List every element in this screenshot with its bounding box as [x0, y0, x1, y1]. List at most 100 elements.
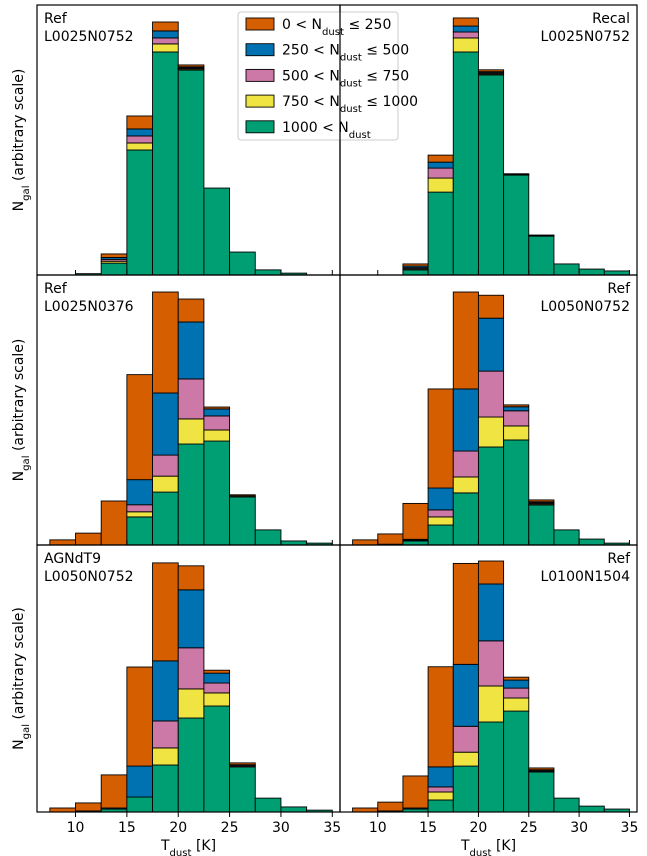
bar-segment — [152, 475, 179, 493]
bar-segment — [100, 253, 128, 258]
bar-segment — [100, 774, 128, 809]
bar-segment — [229, 766, 256, 813]
panel: 10 15 20 25 30 35 Ref L0100N1504 Tdust [K] — [339, 544, 639, 856]
bar-segment — [603, 270, 630, 276]
bar-segment — [126, 511, 154, 518]
bar-segment — [377, 533, 404, 545]
bar-segment — [427, 487, 454, 511]
bar-segment — [452, 725, 479, 753]
legend-label: 1000 < Ndust — [282, 120, 371, 141]
bar-segment — [503, 410, 530, 427]
panel-label: Ref — [607, 281, 631, 297]
bar-segment — [402, 540, 429, 546]
bar-segment — [477, 583, 505, 642]
bar-segment — [177, 589, 205, 649]
bar-segment — [553, 797, 580, 813]
bar-segment — [203, 705, 231, 813]
panel: 10 15 20 25 30 35 AGNdT9 L0050N0752 Ngal (arbitr… — [11, 544, 341, 856]
bar-segment — [126, 115, 154, 130]
legend-box — [237, 11, 399, 141]
bar-segment — [503, 697, 530, 712]
bar-segment — [503, 174, 530, 276]
bar-segment — [503, 687, 530, 699]
bar-segment — [126, 479, 154, 506]
bar-segment — [377, 801, 404, 812]
bar-segment — [352, 807, 379, 813]
bar-segment — [229, 496, 256, 546]
bar-segment — [427, 799, 454, 813]
bar-segment — [152, 392, 179, 456]
bar-segment — [452, 388, 479, 452]
bar-segment — [152, 764, 179, 813]
bar-segment — [152, 43, 179, 53]
panel-label: Recal — [592, 11, 630, 27]
bar-segment — [427, 509, 454, 518]
bar-segment — [75, 532, 102, 546]
bar-segment — [402, 775, 429, 809]
bar-segment — [578, 538, 605, 546]
bar-segment — [452, 663, 479, 727]
bar-segment — [49, 539, 76, 546]
legend-label: 500 < Ndust ≤ 750 — [282, 68, 409, 89]
bar-segment — [152, 37, 179, 45]
bar-segment — [477, 370, 505, 418]
bar-segment — [503, 425, 530, 441]
bar-segment — [177, 443, 205, 546]
bar-segment — [477, 317, 505, 372]
bar-segment — [452, 476, 479, 494]
bar-segment — [477, 685, 505, 723]
x-tick-label: 10 — [369, 820, 387, 836]
bar-segment — [528, 499, 555, 503]
x-tick-label: 30 — [272, 820, 290, 836]
bar-segment — [528, 234, 555, 237]
panel: Ref L0050N0752 — [339, 274, 638, 546]
bar-segment — [528, 767, 555, 771]
x-tick-label: 30 — [570, 820, 588, 836]
bar-segment — [203, 669, 231, 674]
bar-segment — [152, 491, 179, 546]
bar-segment — [177, 64, 205, 68]
bar-segment — [503, 406, 530, 412]
legend-swatch — [245, 43, 275, 57]
bar-segment — [177, 647, 205, 690]
bar-segment — [452, 17, 479, 27]
bar-segment — [49, 807, 76, 813]
bar-segment — [503, 439, 530, 546]
bar-segment — [427, 666, 454, 768]
panel-label: L0025N0752 — [540, 29, 630, 45]
bar-segment — [578, 268, 605, 276]
bar-segment — [528, 771, 555, 813]
bar-segment — [203, 187, 231, 276]
bar-segment — [452, 37, 479, 53]
bar-segment — [229, 762, 256, 766]
bar-segment — [177, 688, 205, 719]
x-tick-label: 35 — [323, 820, 341, 836]
bar-segment — [477, 446, 505, 546]
bar-segment — [152, 21, 179, 32]
bar-segment — [402, 502, 429, 540]
bar-segment — [126, 504, 154, 513]
bar-segment — [427, 167, 454, 179]
bar-segment — [177, 717, 205, 813]
bar-segment — [126, 796, 154, 813]
bar-segment — [427, 766, 454, 788]
bar-segment — [352, 539, 379, 546]
bar-segment — [126, 666, 154, 767]
bar-segment — [177, 69, 205, 276]
bar-segment — [126, 765, 154, 798]
bar-segment — [152, 30, 179, 39]
bar-segment — [177, 298, 205, 323]
bar-segment — [452, 562, 479, 665]
panel-label: Ref — [44, 281, 68, 297]
x-tick-label: 15 — [419, 820, 437, 836]
bar-segment — [503, 710, 530, 813]
x-tick-label: 35 — [621, 820, 639, 836]
bar-segment — [152, 562, 179, 662]
x-axis-label: Tdust [K] — [460, 838, 516, 856]
bar-segment — [126, 142, 154, 151]
x-axis-label: Tdust [K] — [160, 838, 216, 856]
bar-segment — [452, 291, 479, 390]
bar-segment — [229, 251, 256, 276]
